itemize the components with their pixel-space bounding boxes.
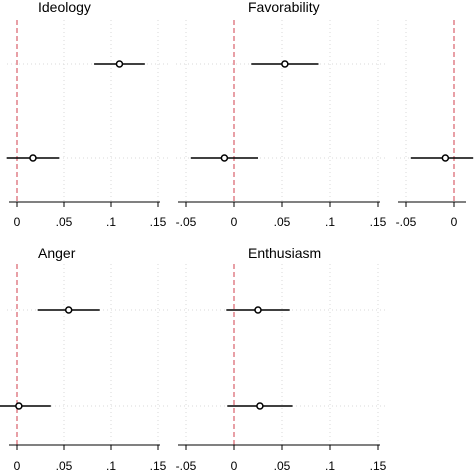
x-tick-label: .05 xyxy=(56,215,73,229)
point-estimate xyxy=(29,154,37,162)
panel-2: -.05 0 .05 .1 .15 xyxy=(176,20,388,229)
x-tick-label: 0 xyxy=(451,215,458,229)
x-tick-label: .05 xyxy=(274,215,291,229)
panel-title: Ideology xyxy=(38,0,91,15)
x-tick-label: -.05 xyxy=(176,215,197,229)
x-tick-label: .05 xyxy=(56,459,73,473)
point-estimate xyxy=(441,154,450,162)
point-estimate xyxy=(281,60,289,68)
panel-title: Anger xyxy=(38,245,76,261)
x-tick-label: .1 xyxy=(106,215,116,229)
x-tick-label: .15 xyxy=(370,459,387,473)
x-tick-label: .15 xyxy=(150,215,167,229)
panel-title: Enthusiasm xyxy=(248,245,321,261)
panel-title: Favorability xyxy=(248,0,320,15)
x-tick-label: 0 xyxy=(14,459,21,473)
x-tick-label: 0 xyxy=(231,215,238,229)
panel-4: 0 .05 .1 .15 xyxy=(0,264,168,473)
x-tick-label: 0 xyxy=(14,215,21,229)
point-estimate xyxy=(220,154,229,162)
panel-1: 0 .05 .1 .15 xyxy=(6,20,168,229)
point-estimate xyxy=(254,306,262,314)
x-tick-label: -.05 xyxy=(396,215,417,229)
point-estimate xyxy=(64,306,73,314)
panel-3: -.05 0 xyxy=(396,20,474,229)
x-tick-label: .1 xyxy=(325,459,335,473)
x-tick-label: .15 xyxy=(370,215,387,229)
point-estimate xyxy=(256,402,264,410)
x-tick-label: -.05 xyxy=(176,459,197,473)
panel-5: -.05 0 .05 .1 .15 xyxy=(176,264,388,473)
point-estimate xyxy=(115,60,124,68)
x-tick-label: .05 xyxy=(274,459,291,473)
x-tick-label: .1 xyxy=(325,215,335,229)
x-tick-label: .15 xyxy=(150,459,167,473)
x-tick-label: 0 xyxy=(231,459,238,473)
x-tick-label: .1 xyxy=(106,459,116,473)
point-estimate xyxy=(15,402,23,410)
